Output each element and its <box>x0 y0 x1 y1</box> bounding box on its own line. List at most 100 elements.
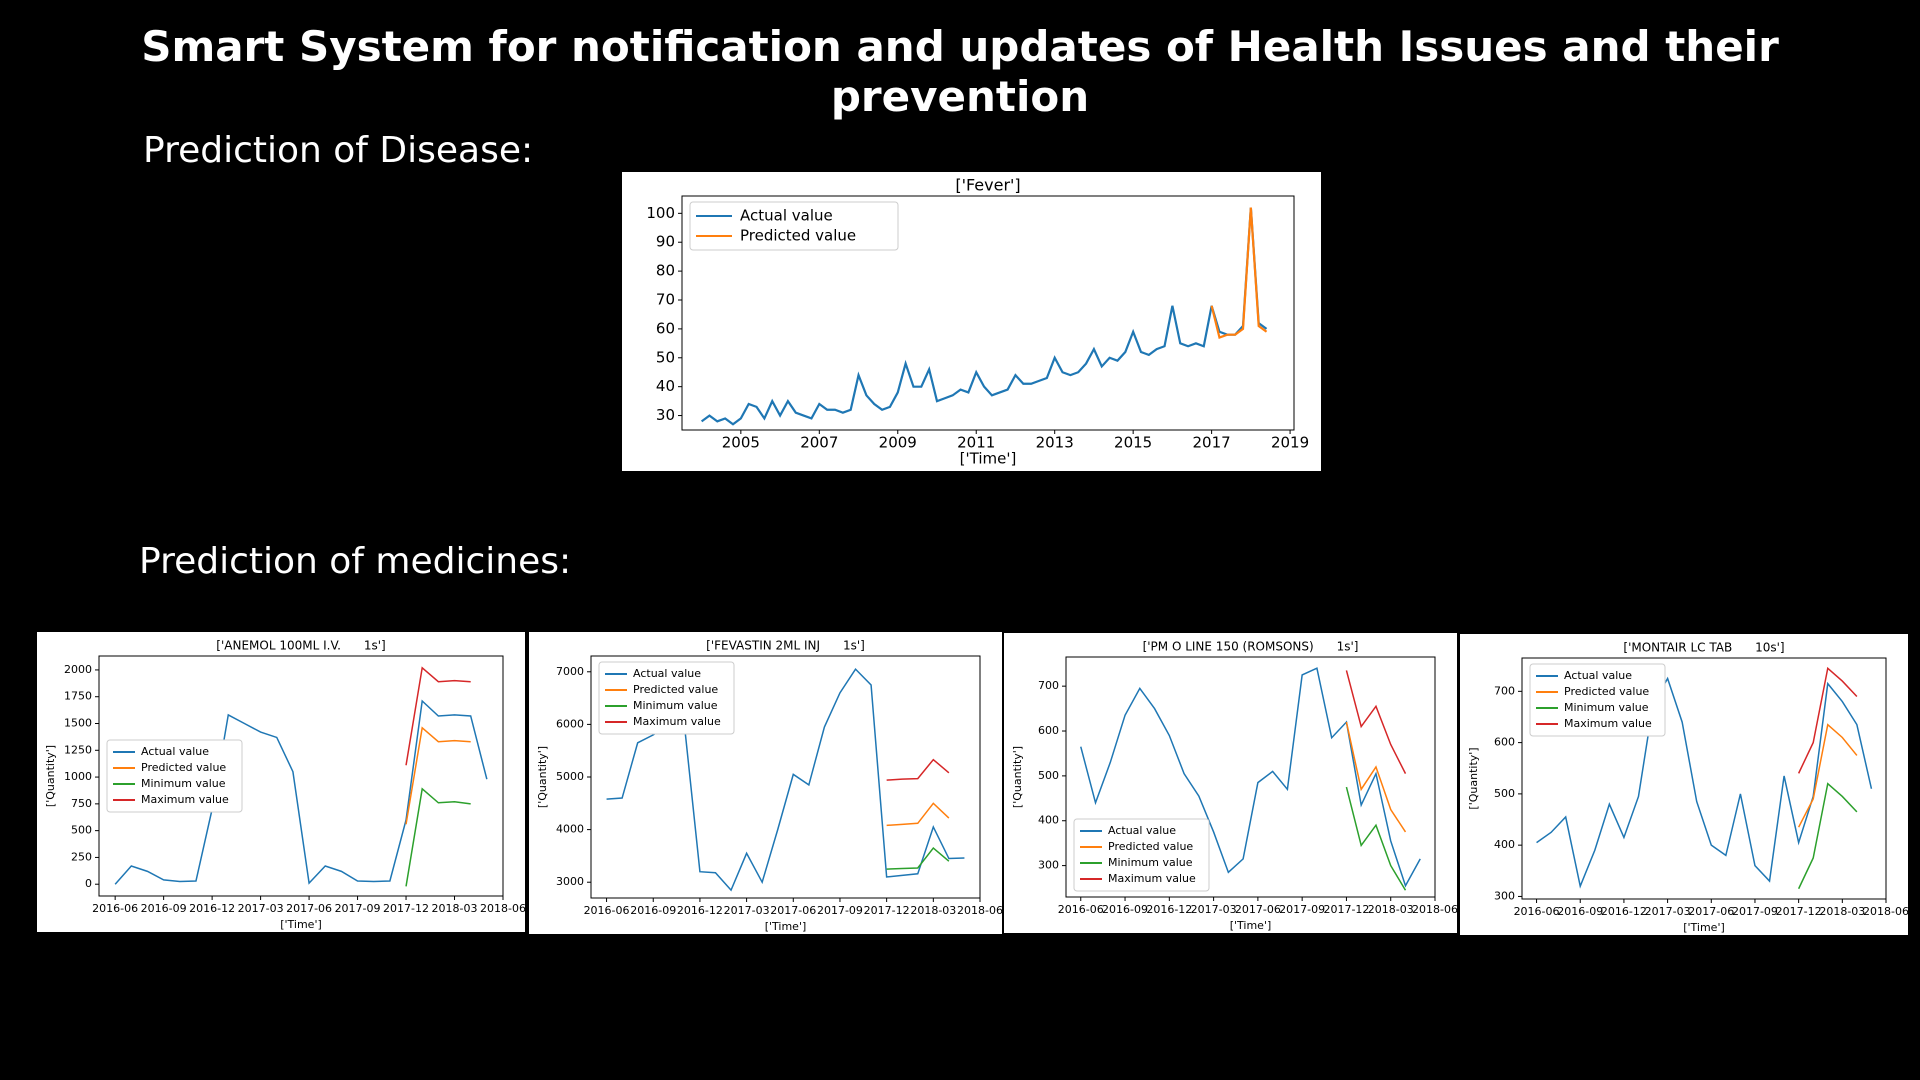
y-tick-label: 7000 <box>556 665 584 678</box>
y-tick-label: 50 <box>656 348 675 366</box>
legend-label: Predicted value <box>633 683 718 696</box>
x-tick-label: 2018-03 <box>1368 903 1414 916</box>
x-axis-label: ['Time'] <box>1683 921 1725 934</box>
x-tick-label: 2018-06 <box>480 902 525 915</box>
y-tick-label: 750 <box>71 797 92 810</box>
series-line <box>1797 666 1858 774</box>
y-tick-label: 400 <box>1038 814 1059 827</box>
series-line <box>700 207 1268 426</box>
legend-box <box>1073 818 1210 892</box>
legend-label: Minimum value <box>633 699 718 712</box>
y-tick-label: 40 <box>656 377 675 395</box>
y-tick-label: 500 <box>71 824 92 837</box>
y-tick-label: 1000 <box>64 770 92 783</box>
y-tick-label: 700 <box>1494 684 1515 697</box>
x-tick-label: 2016-06 <box>1514 905 1560 918</box>
chart-title: ['FEVASTIN 2ML INJ 1s'] <box>706 639 865 653</box>
y-tick-label: 60 <box>656 319 675 337</box>
y-tick-label: 100 <box>646 204 675 222</box>
series-line <box>1210 207 1268 340</box>
chart-title: ['PM O LINE 150 (ROMSONS) 1s'] <box>1143 640 1359 654</box>
series-line <box>405 666 471 766</box>
y-tick-label: 5000 <box>556 770 584 783</box>
x-axis-label: ['Time'] <box>1230 919 1272 932</box>
y-axis-label: ['Quantity'] <box>536 746 549 808</box>
x-tick-label: 2018-03 <box>1819 905 1865 918</box>
x-tick-label: 2017-12 <box>864 904 910 917</box>
x-tick-label: 2017-12 <box>1323 903 1369 916</box>
x-tick-label: 2017-06 <box>770 904 816 917</box>
y-tick-label: 2000 <box>64 663 92 676</box>
y-tick-label: 3000 <box>556 875 584 888</box>
series-line <box>1797 723 1858 828</box>
y-tick-label: 70 <box>656 291 675 309</box>
chart-box: ['FEVASTIN 2ML INJ 1s'] 3000 4000 5000 6000 7… <box>529 632 1003 934</box>
y-tick-label: 6000 <box>556 717 584 730</box>
y-tick-label: 4000 <box>556 823 584 836</box>
legend-label: Predicted value <box>1108 840 1193 853</box>
slide-title: Smart System for notification and update… <box>141 22 1779 121</box>
x-tick-label: 2017-03 <box>238 902 284 915</box>
x-tick-label: 2016-12 <box>189 902 235 915</box>
x-axis-label: ['Time'] <box>280 918 322 931</box>
plot-frame <box>1521 657 1887 900</box>
x-tick-label: 2005 <box>722 434 760 452</box>
y-axis-label: ['Quantity'] <box>1467 747 1480 809</box>
x-axis-label: ['Time'] <box>765 920 807 933</box>
legend-label: Maximum value <box>633 715 721 728</box>
x-tick-label: 2015 <box>1114 434 1152 452</box>
y-tick-label: 250 <box>71 850 92 863</box>
x-tick-label: 2018-06 <box>1863 905 1908 918</box>
legend-box <box>689 201 899 251</box>
series-line <box>1080 667 1421 888</box>
plot-frame <box>681 195 1295 431</box>
legend-label: Minimum value <box>1108 856 1193 869</box>
chart: ['MONTAIR LC TAB 10s'] 300 400 500 600 700 201… <box>1467 641 1909 935</box>
x-tick-label: 2016-12 <box>677 904 723 917</box>
x-tick-label: 2017-03 <box>1645 905 1691 918</box>
series-line <box>114 699 488 885</box>
y-tick-label: 400 <box>1494 838 1515 851</box>
x-tick-label: 2016-06 <box>584 904 630 917</box>
x-tick-label: 2017-06 <box>1235 903 1281 916</box>
x-tick-label: 2007 <box>800 434 838 452</box>
series-line <box>886 758 950 781</box>
legend-label: Minimum value <box>1564 701 1649 714</box>
y-tick-label: 600 <box>1494 736 1515 749</box>
legend-box <box>106 739 243 813</box>
legend-box <box>1529 663 1666 737</box>
x-tick-label: 2016-06 <box>1058 903 1104 916</box>
x-tick-label: 2016-09 <box>1557 905 1603 918</box>
chart-box: ['MONTAIR LC TAB 10s'] 300 400 500 600 700 201… <box>1460 634 1909 935</box>
x-tick-label: 2017-09 <box>817 904 863 917</box>
x-tick-label: 2017-09 <box>1732 905 1778 918</box>
x-tick-label: 2017-09 <box>335 902 381 915</box>
series-line <box>1536 676 1873 889</box>
legend-box <box>598 661 735 735</box>
x-tick-label: 2016-06 <box>92 902 138 915</box>
chart-title: ['ANEMOL 100ML I.V. 1s'] <box>216 639 385 653</box>
x-tick-label: 2016-12 <box>1601 905 1647 918</box>
section-label: Prediction of Disease: <box>143 130 534 171</box>
legend-label: Predicted value <box>740 227 856 245</box>
x-tick-label: 2016-09 <box>1102 903 1148 916</box>
y-tick-label: 500 <box>1038 769 1059 782</box>
x-tick-label: 2016-09 <box>630 904 676 917</box>
x-tick-label: 2017-12 <box>1776 905 1822 918</box>
y-tick-label: 80 <box>656 262 675 280</box>
series-line <box>405 726 471 825</box>
x-tick-label: 2017 <box>1193 434 1231 452</box>
chart: ['FEVASTIN 2ML INJ 1s'] 3000 4000 5000 6000 7… <box>536 639 1003 934</box>
plot-frame <box>1065 656 1436 898</box>
legend-label: Minimum value <box>141 777 226 790</box>
plot-frame <box>98 655 504 897</box>
x-tick-label: 2017-03 <box>1191 903 1237 916</box>
series-line <box>886 846 950 870</box>
y-tick-label: 700 <box>1038 679 1059 692</box>
x-tick-label: 2017-12 <box>383 902 429 915</box>
x-tick-label: 2017-06 <box>286 902 332 915</box>
y-axis-label: ['Quantity'] <box>1011 746 1024 808</box>
x-tick-label: 2018-06 <box>957 904 1002 917</box>
series-line <box>1345 670 1407 774</box>
